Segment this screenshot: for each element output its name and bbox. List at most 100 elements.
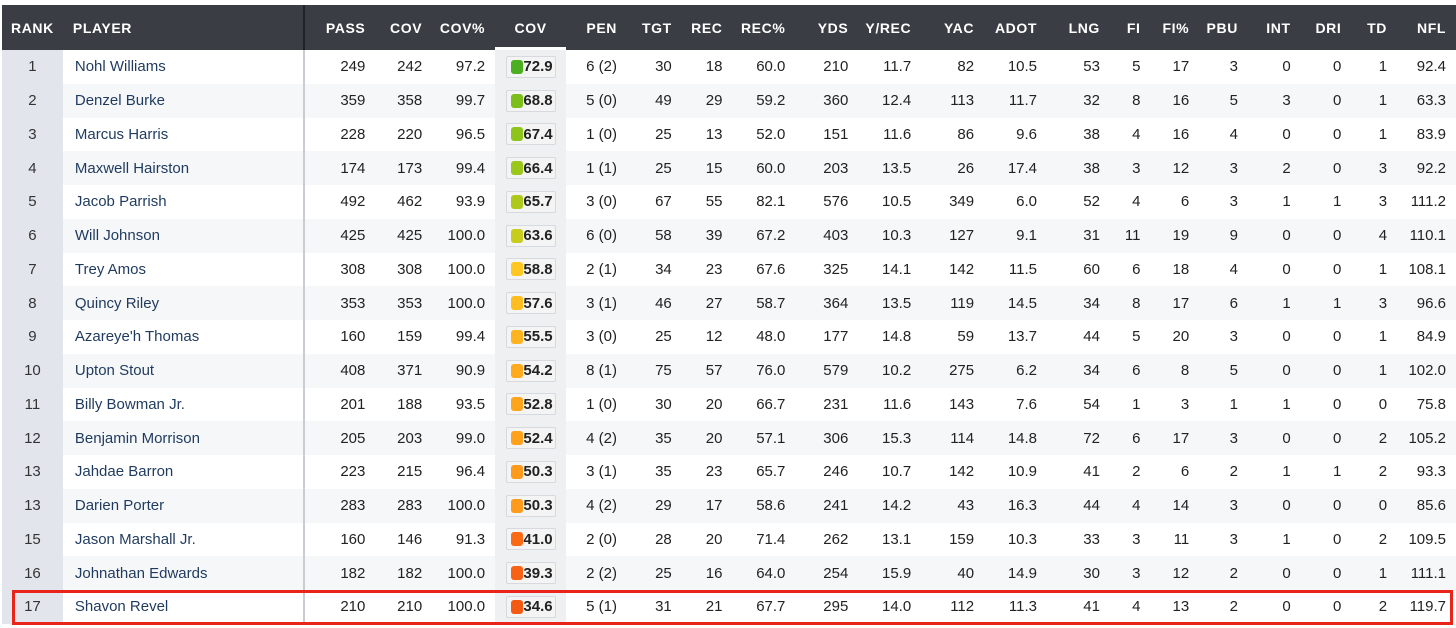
- cell-player[interactable]: Benjamin Morrison: [62, 421, 306, 455]
- grade-color-swatch: [510, 498, 524, 513]
- cell-player[interactable]: Shavon Revel: [62, 590, 306, 624]
- cell-player[interactable]: Denzel Burke: [62, 83, 306, 118]
- col-header-adot[interactable]: ADOT: [984, 5, 1048, 50]
- col-header-lng[interactable]: LNG: [1047, 5, 1110, 50]
- col-header-pbu[interactable]: PBU: [1199, 5, 1248, 50]
- cell-cov-grade: 39.3: [495, 556, 567, 590]
- col-header-player[interactable]: PLAYER: [62, 5, 306, 50]
- col-header-pass[interactable]: PASS: [304, 5, 376, 50]
- cell-player[interactable]: Nohl Williams: [62, 50, 306, 84]
- cell-cov-snaps: 146: [397, 530, 423, 548]
- cell-rec: 39: [681, 218, 733, 253]
- cell-yac: 142: [949, 463, 975, 481]
- table-row[interactable]: 12 Benjamin Morrison 205 203 99.0 52.4 4 (2) 35…: [2, 421, 1456, 455]
- cell-rec-pct: 82.1: [756, 193, 786, 211]
- col-header-pen[interactable]: PEN: [566, 5, 627, 50]
- grade-value: 41.0: [523, 530, 553, 548]
- cell-player[interactable]: Marcus Harris: [62, 117, 306, 152]
- cell-int: 1: [1282, 463, 1291, 481]
- cell-player[interactable]: Maxwell Hairston: [62, 151, 306, 185]
- cell-player[interactable]: Billy Bowman Jr.: [62, 387, 306, 422]
- cell-player[interactable]: Jason Marshall Jr.: [62, 522, 306, 557]
- col-header-cov-pct[interactable]: COV%: [432, 5, 496, 50]
- cell-player[interactable]: Azareye'h Thomas: [62, 320, 306, 354]
- cell-player[interactable]: Jacob Parrish: [62, 185, 306, 219]
- cell-cov-snaps: 371: [375, 353, 433, 388]
- col-header-rank[interactable]: RANK: [2, 5, 63, 50]
- col-header-fi[interactable]: FI: [1109, 5, 1151, 50]
- cell-pen: 5 (1): [586, 598, 617, 616]
- cell-nfl: 96.6: [1397, 286, 1456, 320]
- table-row[interactable]: 10 Upton Stout 408 371 90.9 54.2 8 (1) 75 57 76.0…: [2, 353, 1456, 388]
- cell-player[interactable]: Darien Porter: [62, 488, 306, 523]
- grade-value: 54.2: [523, 362, 553, 380]
- table-row[interactable]: 4 Maxwell Hairston 174 173 99.4 66.4 1 (1) 25 15…: [2, 151, 1456, 185]
- table-row[interactable]: 1 Nohl Williams 249 242 97.2 72.9 6 (2) 30 18 60.…: [2, 50, 1456, 84]
- cell-player[interactable]: Quincy Riley: [62, 286, 306, 320]
- cell-player[interactable]: Will Johnson: [62, 218, 306, 253]
- cell-int: 1: [1282, 530, 1291, 548]
- col-header-rec[interactable]: REC: [681, 5, 733, 50]
- cell-int: 0: [1247, 488, 1301, 523]
- cell-rank: 13: [2, 488, 63, 523]
- col-header-int[interactable]: INT: [1247, 5, 1301, 50]
- cell-pass: 210: [340, 598, 366, 616]
- grade-color-swatch: [510, 127, 524, 142]
- cell-fi: 4: [1132, 125, 1141, 143]
- cell-td: 1: [1378, 260, 1388, 278]
- cell-adot: 9.6: [1016, 125, 1038, 143]
- cell-cov-pct: 99.7: [432, 83, 496, 118]
- cell-rec: 20: [705, 395, 723, 413]
- col-header-yds[interactable]: YDS: [795, 5, 859, 50]
- cell-cov-pct: 99.0: [432, 421, 496, 455]
- table-row[interactable]: 11 Billy Bowman Jr. 201 188 93.5 52.8 1 (0) 30 2…: [2, 387, 1456, 422]
- col-header-rec-pct[interactable]: REC%: [732, 5, 796, 50]
- cell-yds: 210: [823, 58, 849, 76]
- table-row[interactable]: 16 Johnathan Edwards 182 182 100.0 39.3 2 (2) 2…: [2, 556, 1456, 590]
- cell-lng: 30: [1047, 556, 1110, 590]
- table-row[interactable]: 5 Jacob Parrish 492 462 93.9 65.7 3 (0) 67 55 82.…: [2, 185, 1456, 219]
- col-header-yac[interactable]: YAC: [921, 5, 985, 50]
- cell-td: 2: [1378, 530, 1388, 548]
- table-row[interactable]: 8 Quincy Riley 353 353 100.0 57.6 3 (1) 46 27 58.…: [2, 286, 1456, 320]
- grade-color-swatch: [510, 532, 524, 547]
- col-header-y-rec[interactable]: Y/REC: [858, 5, 922, 50]
- table-row[interactable]: 15 Jason Marshall Jr. 160 146 91.3 41.0 2 (0) 2…: [2, 522, 1456, 557]
- col-header-tgt[interactable]: TGT: [626, 5, 682, 50]
- table-row[interactable]: 2 Denzel Burke 359 358 99.7 68.8 5 (0) 49 29 59.2…: [2, 83, 1456, 118]
- cell-lng: 32: [1047, 83, 1110, 118]
- table-row[interactable]: 9 Azareye'h Thomas 160 159 99.4 55.5 3 (0) 25 12…: [2, 320, 1456, 354]
- grade-value: 50.3: [523, 463, 553, 481]
- table-row[interactable]: 13 Darien Porter 283 283 100.0 50.3 4 (2) 29 17 5…: [2, 488, 1456, 523]
- table-row[interactable]: 6 Will Johnson 425 425 100.0 63.6 6 (0) 58 39 67.…: [2, 218, 1456, 253]
- cell-pbu: 3: [1229, 328, 1238, 346]
- table-row[interactable]: 13 Jahdae Barron 223 215 96.4 50.3 3 (1) 35 23 65…: [2, 455, 1456, 489]
- cell-fi: 8: [1109, 286, 1151, 320]
- table-row[interactable]: 17 Shavon Revel 210 210 100.0 34.6 5 (1) 31 21 67…: [2, 590, 1456, 624]
- cell-player[interactable]: Jahdae Barron: [62, 455, 306, 489]
- cell-int: 0: [1282, 58, 1291, 76]
- col-header-fi-pct[interactable]: FI%: [1150, 5, 1200, 50]
- col-header-cov-grade[interactable]: COV: [495, 5, 567, 50]
- grade-color-swatch: [510, 363, 524, 378]
- cell-pbu: 3: [1199, 421, 1248, 455]
- col-header-cov-snaps[interactable]: COV: [375, 5, 433, 50]
- cell-int: 0: [1282, 328, 1291, 346]
- grade-value: 50.3: [523, 497, 553, 515]
- col-header-nfl[interactable]: NFL: [1397, 5, 1456, 50]
- cell-nfl: 111.1: [1397, 556, 1456, 590]
- cell-player[interactable]: Johnathan Edwards: [62, 556, 306, 590]
- cell-fi: 6: [1109, 353, 1151, 388]
- cell-yds: 364: [795, 286, 859, 320]
- col-header-td[interactable]: TD: [1351, 5, 1398, 50]
- cell-player[interactable]: Upton Stout: [62, 353, 306, 388]
- grade-value: 72.9: [523, 58, 553, 76]
- cell-yac: 119: [921, 286, 985, 320]
- table-row[interactable]: 7 Trey Amos 308 308 100.0 58.8 2 (1) 34 23 67.6 32…: [2, 252, 1456, 287]
- cell-fi: 3: [1132, 530, 1141, 548]
- table-row[interactable]: 3 Marcus Harris 228 220 96.5 67.4 1 (0) 25 13 52.…: [2, 117, 1456, 152]
- col-header-dri[interactable]: DRI: [1300, 5, 1352, 50]
- cell-int: 0: [1247, 556, 1301, 590]
- cell-player[interactable]: Trey Amos: [62, 252, 306, 287]
- grade-badge: 72.9: [505, 55, 556, 78]
